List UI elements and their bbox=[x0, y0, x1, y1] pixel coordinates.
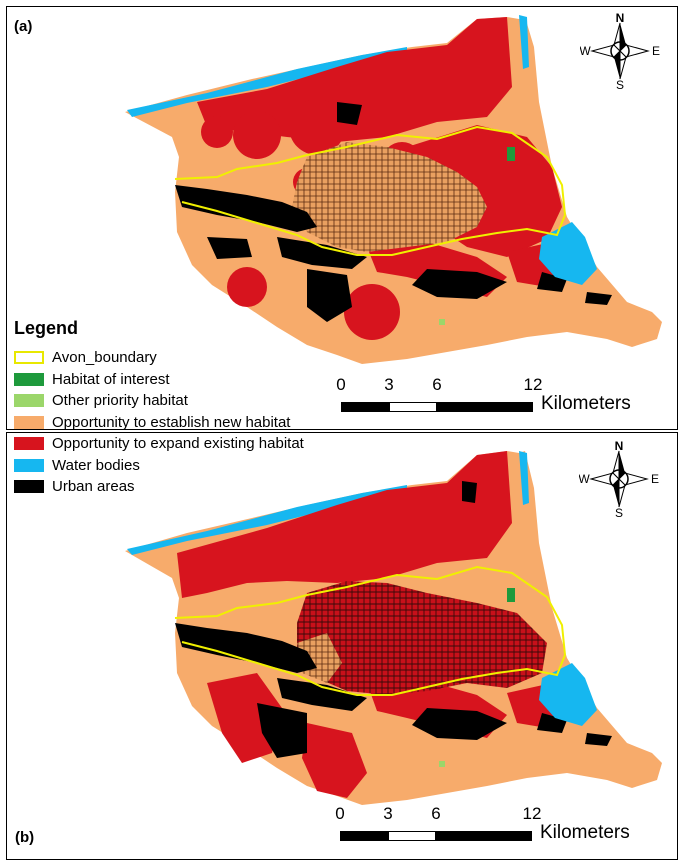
panel-label-b: (b) bbox=[15, 829, 35, 846]
scale-tick-0: 0 bbox=[336, 375, 346, 394]
priority-habitat-patch bbox=[439, 319, 445, 325]
compass-n: N bbox=[616, 11, 625, 25]
legend-label: Opportunity to expand existing habitat bbox=[52, 435, 304, 453]
scale-tick-6: 6 bbox=[432, 375, 442, 394]
scale-tick-12: 12 bbox=[522, 804, 542, 823]
water-top-strip bbox=[127, 47, 407, 117]
compass-w: W bbox=[580, 44, 591, 58]
legend-title: Legend bbox=[14, 318, 79, 338]
water-top-strip bbox=[127, 485, 407, 555]
water-lagoon bbox=[539, 663, 597, 726]
map-panel-a: (a) N S E W 0 3 6 12 Kilometers bbox=[6, 6, 678, 430]
north-arrow-icon: N S E W bbox=[579, 11, 660, 92]
legend-item-avon-boundary: Avon_boundary bbox=[14, 347, 304, 369]
scale-tick-12: 12 bbox=[523, 375, 543, 394]
map-panel-b: (b) N S E W 0 3 6 12 Kilometers bbox=[6, 432, 678, 860]
legend-item-establish: Opportunity to establish new habitat bbox=[14, 412, 304, 434]
scale-segment-2 bbox=[389, 402, 437, 412]
scale-segment-3 bbox=[437, 402, 533, 412]
legend-label: Urban areas bbox=[52, 478, 135, 496]
compass-e: E bbox=[652, 44, 660, 58]
scale-unit: Kilometers bbox=[541, 393, 631, 414]
scale-tick-3: 3 bbox=[384, 375, 394, 394]
legend-label: Habitat of interest bbox=[52, 370, 170, 388]
compass-s: S bbox=[616, 78, 624, 91]
legend-swatch bbox=[14, 372, 44, 386]
legend-label: Water bodies bbox=[52, 456, 140, 474]
urban-textured-core bbox=[297, 581, 547, 695]
compass-w: W bbox=[579, 472, 590, 486]
habitat-interest-patch bbox=[507, 588, 515, 602]
legend-item-urban: Urban areas bbox=[14, 476, 304, 498]
water-river-north bbox=[519, 15, 529, 69]
compass-e: E bbox=[651, 472, 659, 486]
legend-swatch bbox=[14, 437, 44, 451]
legend-label: Other priority habitat bbox=[52, 392, 188, 410]
water-river-north bbox=[519, 451, 529, 505]
urban-black-areas bbox=[175, 481, 612, 758]
water-lagoon bbox=[539, 222, 597, 285]
legend-item-expand: Opportunity to expand existing habitat bbox=[14, 433, 304, 455]
legend-swatch bbox=[14, 394, 44, 408]
compass-s: S bbox=[615, 506, 623, 519]
legend-item-water: Water bodies bbox=[14, 455, 304, 477]
compass-rose-a: N S E W bbox=[579, 11, 660, 92]
north-arrow-icon: N S E W bbox=[578, 439, 659, 520]
urban-textured-west bbox=[297, 633, 342, 683]
urban-black-areas bbox=[175, 102, 612, 322]
scale-tick-3: 3 bbox=[383, 804, 393, 823]
urban-textured-core bbox=[292, 142, 487, 252]
map-b-canvas bbox=[125, 451, 662, 805]
scale-tick-0: 0 bbox=[335, 804, 345, 823]
legend-label: Opportunity to establish new habitat bbox=[52, 413, 291, 431]
legend-swatch bbox=[14, 480, 44, 494]
scale-segment-2 bbox=[388, 831, 436, 841]
scale-unit: Kilometers bbox=[540, 822, 630, 843]
scale-bar-b: 0 3 6 12 Kilometers bbox=[335, 804, 670, 854]
scale-segment-1 bbox=[340, 831, 388, 841]
legend-label: Avon_boundary bbox=[52, 349, 157, 367]
legend-swatch bbox=[14, 458, 44, 472]
scale-tick-6: 6 bbox=[431, 804, 441, 823]
scale-bar-a: 0 3 6 12 Kilometers bbox=[336, 375, 671, 425]
panel-label-a: (a) bbox=[14, 18, 33, 35]
compass-rose-b: N S E W bbox=[578, 439, 659, 520]
avon-boundary-line bbox=[174, 125, 567, 256]
map-a-canvas bbox=[125, 15, 662, 364]
habitat-interest-patch bbox=[507, 147, 515, 161]
map-legend: Legend Avon_boundary Habitat of interest… bbox=[14, 318, 304, 498]
legend-item-habitat-interest: Habitat of interest bbox=[14, 369, 304, 391]
legend-swatch bbox=[14, 415, 44, 429]
compass-n: N bbox=[615, 439, 624, 453]
avon-boundary-line bbox=[174, 565, 567, 696]
legend-item-priority-habitat: Other priority habitat bbox=[14, 390, 304, 412]
scale-segment-1 bbox=[341, 402, 389, 412]
scale-segment-3 bbox=[436, 831, 532, 841]
priority-habitat-patch bbox=[439, 761, 445, 767]
legend-swatch bbox=[14, 351, 44, 365]
